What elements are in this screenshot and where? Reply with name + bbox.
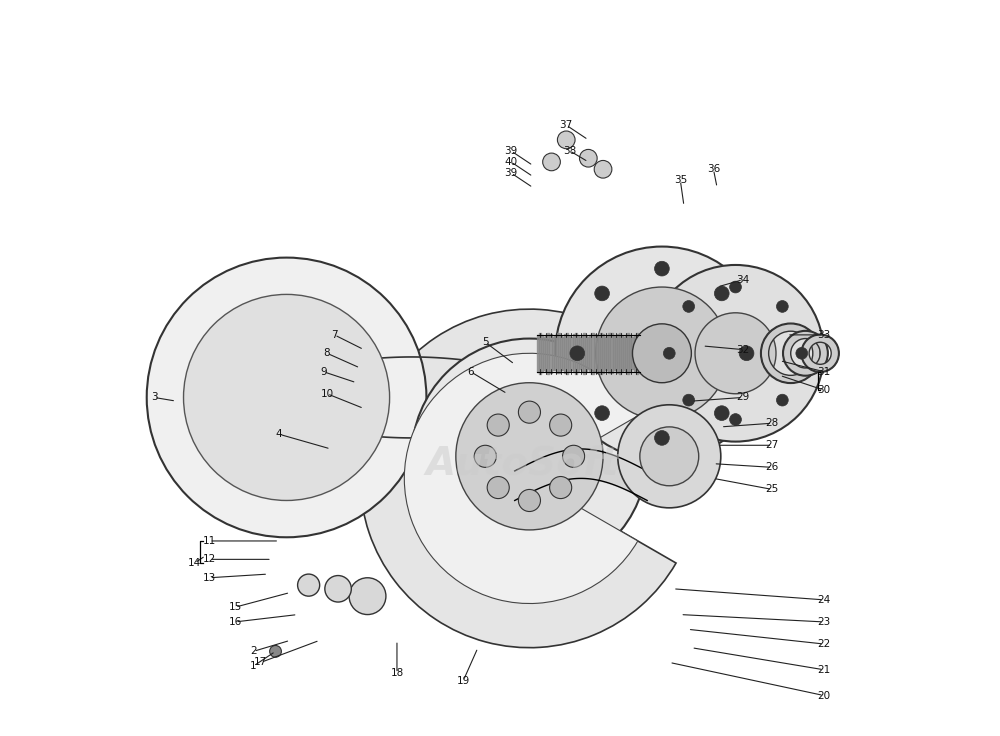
Circle shape — [557, 131, 575, 149]
Circle shape — [184, 294, 390, 500]
Text: 31: 31 — [817, 367, 830, 377]
Text: 17: 17 — [254, 657, 267, 668]
Text: 14: 14 — [188, 558, 201, 568]
Circle shape — [325, 576, 351, 602]
Wedge shape — [783, 331, 828, 375]
Text: 39: 39 — [504, 168, 518, 178]
Text: 24: 24 — [817, 595, 830, 605]
Text: 13: 13 — [203, 573, 216, 583]
Circle shape — [570, 346, 585, 361]
Circle shape — [594, 160, 612, 178]
Circle shape — [349, 578, 386, 615]
Text: 26: 26 — [766, 462, 779, 473]
Circle shape — [518, 401, 540, 423]
Circle shape — [579, 149, 597, 167]
Circle shape — [550, 414, 572, 436]
Circle shape — [683, 300, 695, 312]
Text: 39: 39 — [504, 146, 518, 156]
Circle shape — [739, 346, 754, 361]
Text: 2: 2 — [250, 646, 257, 657]
Text: 8: 8 — [324, 348, 330, 358]
Circle shape — [618, 405, 721, 508]
Circle shape — [487, 476, 509, 498]
Circle shape — [640, 427, 699, 486]
Circle shape — [647, 265, 824, 442]
Text: 19: 19 — [457, 676, 470, 686]
Text: 7: 7 — [331, 330, 338, 340]
Text: 4: 4 — [276, 429, 283, 439]
Text: 32: 32 — [736, 344, 750, 355]
Text: 6: 6 — [467, 367, 474, 377]
Circle shape — [595, 406, 609, 420]
Circle shape — [595, 286, 609, 301]
Circle shape — [683, 394, 695, 406]
Circle shape — [270, 645, 281, 657]
Text: 34: 34 — [736, 275, 750, 285]
Text: AutoSoft: AutoSoft — [425, 445, 619, 483]
Text: 35: 35 — [674, 175, 687, 185]
Text: 18: 18 — [390, 668, 404, 679]
Text: 29: 29 — [736, 392, 750, 403]
Text: 16: 16 — [228, 617, 242, 627]
Circle shape — [487, 414, 509, 436]
Circle shape — [555, 247, 769, 460]
Circle shape — [714, 286, 729, 301]
Circle shape — [518, 489, 540, 512]
Text: 22: 22 — [817, 639, 830, 649]
Circle shape — [596, 287, 728, 420]
Circle shape — [776, 300, 788, 312]
Text: 23: 23 — [817, 617, 830, 627]
Wedge shape — [761, 324, 820, 383]
Circle shape — [550, 476, 572, 498]
Text: 40: 40 — [504, 157, 518, 167]
Circle shape — [298, 574, 320, 596]
Text: 12: 12 — [203, 554, 216, 565]
Circle shape — [796, 347, 808, 359]
Text: 28: 28 — [766, 418, 779, 428]
Text: 10: 10 — [320, 389, 334, 399]
Circle shape — [730, 281, 741, 293]
Circle shape — [543, 153, 560, 171]
Text: 25: 25 — [766, 484, 779, 495]
Text: 36: 36 — [707, 164, 720, 174]
Circle shape — [474, 445, 496, 467]
Text: 21: 21 — [817, 665, 830, 675]
Circle shape — [776, 394, 788, 406]
Wedge shape — [404, 353, 638, 604]
Circle shape — [714, 406, 729, 420]
Text: 3: 3 — [151, 392, 157, 403]
Wedge shape — [802, 335, 839, 372]
Text: 9: 9 — [320, 367, 327, 377]
Text: 27: 27 — [766, 440, 779, 450]
Circle shape — [632, 324, 691, 383]
Text: 30: 30 — [817, 385, 830, 395]
Circle shape — [730, 414, 741, 425]
Text: 1: 1 — [250, 661, 257, 671]
Circle shape — [147, 258, 426, 537]
Circle shape — [412, 339, 647, 574]
Text: 38: 38 — [563, 146, 577, 156]
Text: 5: 5 — [482, 337, 489, 347]
Circle shape — [663, 347, 675, 359]
Circle shape — [655, 431, 669, 445]
Text: 37: 37 — [560, 120, 573, 130]
Text: 33: 33 — [817, 330, 830, 340]
Circle shape — [655, 261, 669, 276]
Wedge shape — [360, 309, 676, 648]
Circle shape — [695, 313, 776, 394]
Circle shape — [456, 383, 603, 530]
Circle shape — [563, 445, 585, 467]
Text: 20: 20 — [817, 690, 830, 701]
Text: 15: 15 — [228, 602, 242, 612]
Text: 11: 11 — [203, 536, 216, 546]
